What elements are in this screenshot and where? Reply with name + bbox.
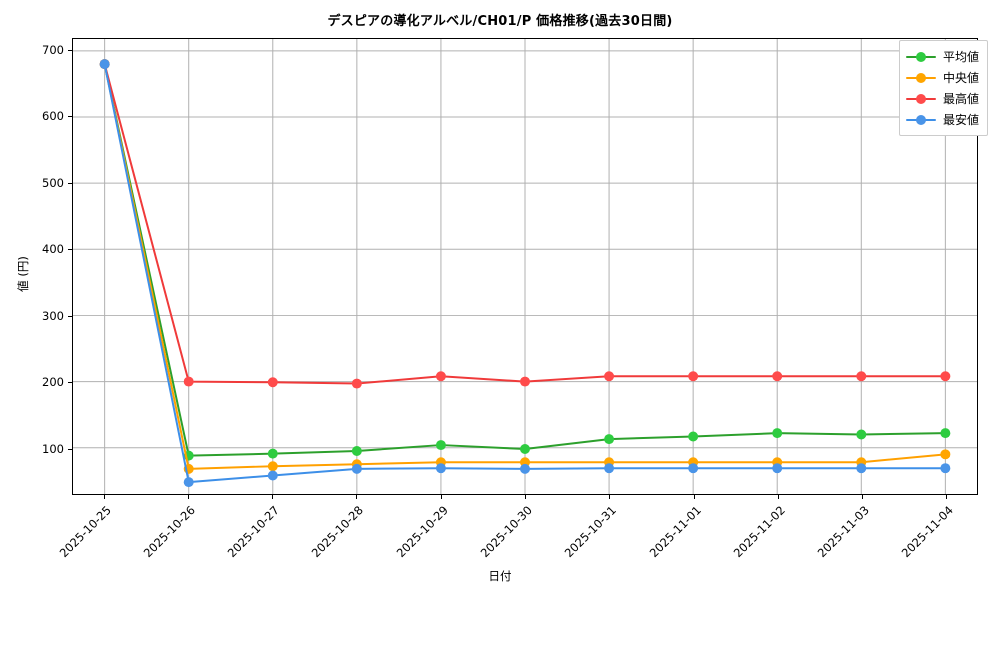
legend-label: 平均値 [942, 50, 979, 64]
data-point [604, 371, 615, 382]
data-point [940, 428, 951, 439]
legend-marker-icon [915, 51, 926, 62]
data-point [435, 463, 446, 474]
legend-label: 最安値 [942, 113, 979, 127]
data-point [940, 463, 951, 474]
legend-item[interactable]: 最高値 [905, 88, 979, 109]
x-tick-mark [525, 495, 526, 499]
legend-swatch [905, 72, 936, 84]
series-line [103, 63, 947, 385]
x-tick-mark [103, 495, 105, 499]
data-point [772, 463, 783, 474]
data-point [772, 371, 783, 382]
data-point [267, 461, 278, 472]
x-axis-label: 日付 [488, 569, 512, 583]
legend-label: 中央値 [942, 71, 979, 85]
x-tick-mark [356, 495, 358, 499]
data-point [688, 463, 699, 474]
data-point [856, 371, 867, 382]
data-point [856, 429, 867, 440]
series-line [103, 63, 947, 470]
data-point [183, 376, 194, 387]
data-point [856, 463, 867, 474]
data-point [99, 59, 110, 70]
series-line [103, 63, 947, 484]
series-line [103, 63, 947, 457]
data-point [267, 448, 278, 459]
data-point [520, 444, 530, 455]
legend-marker-icon [915, 93, 926, 104]
data-point [940, 449, 951, 460]
data-point [520, 376, 530, 387]
y-tick-label: 200 [42, 375, 64, 390]
x-tick-mark [440, 495, 442, 499]
x-tick-mark [693, 495, 695, 499]
data-point [604, 463, 615, 474]
y-axis-label: 値 (円) [16, 256, 30, 292]
chart-title: デスピアの導化アルベル/CH01/P 価格推移(過去30日間) [327, 14, 673, 29]
data-point [688, 371, 699, 382]
data-point [520, 463, 530, 474]
y-tick-label: 500 [42, 175, 64, 190]
y-tick-label: 700 [42, 42, 64, 57]
legend-item[interactable]: 最安値 [905, 109, 979, 130]
data-point [435, 371, 446, 382]
x-tick-mark [862, 495, 864, 499]
data-point [267, 377, 278, 388]
data-point [351, 463, 362, 474]
series-lines [99, 59, 951, 488]
plot-area [72, 38, 978, 495]
data-point [351, 378, 362, 389]
y-tick-label: 300 [42, 308, 64, 323]
legend-marker-icon [915, 72, 926, 83]
x-tick-mark [272, 495, 274, 499]
data-point [772, 428, 783, 439]
legend-swatch [905, 114, 936, 126]
x-tick-mark [946, 495, 948, 499]
x-tick-mark [777, 495, 779, 499]
data-point [267, 470, 278, 481]
x-tick-mark [609, 495, 611, 499]
data-point [604, 434, 615, 445]
data-point [688, 431, 699, 442]
legend-label: 最高値 [942, 92, 979, 106]
legend-item[interactable]: 平均値 [905, 46, 979, 67]
data-point [940, 371, 951, 382]
chart-figure: デスピアの導化アルベル/CH01/P 価格推移(過去30日間) 100 200 30… [16, 14, 988, 583]
legend-swatch [905, 93, 936, 105]
y-tick-label: 600 [42, 109, 64, 124]
y-tick-label: 400 [42, 242, 64, 257]
grid-lines [73, 39, 977, 494]
legend-swatch [905, 51, 936, 63]
legend-marker-icon [915, 114, 926, 125]
legend-item[interactable]: 中央値 [905, 67, 979, 88]
chart-legend: 平均値中央値最高値最安値 [898, 40, 988, 136]
x-tick-mark [187, 495, 189, 499]
data-point [435, 440, 446, 451]
y-tick-label: 100 [42, 441, 64, 456]
data-point [351, 446, 362, 456]
data-point [183, 477, 194, 488]
